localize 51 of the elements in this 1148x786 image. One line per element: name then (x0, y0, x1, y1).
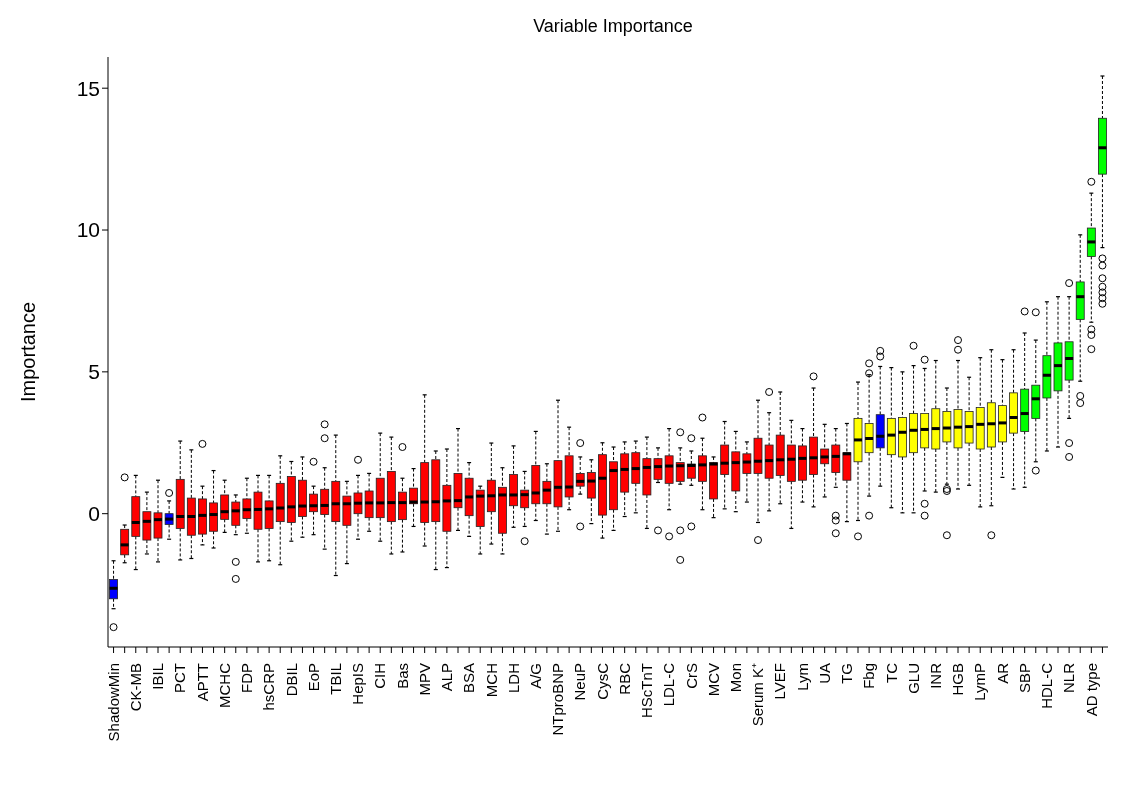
x-tick-label: ALP (438, 663, 456, 692)
x-tick-label: Bas (393, 663, 411, 689)
x-tick-label: GLU (904, 663, 922, 694)
x-tick-label: INR (927, 662, 945, 689)
x-tick-label: CysC (593, 662, 611, 700)
x-tick-label: CK-MB (127, 663, 145, 712)
x-tick-label: DBIL (282, 663, 300, 697)
x-tick-label: AR (993, 662, 1011, 684)
x-tick-label: UA (815, 663, 833, 684)
y-tick-label: 15 (76, 76, 100, 100)
x-tick-label: TBIL (327, 663, 345, 695)
x-tick-label: Lym (793, 663, 811, 691)
x-tick-label: APTT (193, 663, 211, 702)
x-tick-label: Fbg (860, 663, 878, 689)
x-tick-label: CIH (371, 663, 389, 689)
x-tick-label: HScTnT (638, 663, 656, 719)
x-tick-label: TC (882, 662, 900, 683)
x-tick-label: BSA (460, 663, 478, 694)
x-tick-label: Serum K⁺ (749, 663, 767, 727)
x-tick-label: CrS (682, 663, 700, 689)
x-tick-label: hsCRP (260, 663, 278, 711)
x-tick-label: PCT (171, 663, 189, 693)
x-tick-label: NeuP (571, 663, 589, 701)
x-tick-label: IBIL (149, 663, 167, 690)
x-tick-label: HepIS (349, 663, 367, 705)
x-tick-label: FDP (238, 663, 256, 693)
x-tick-label: ShadowMin (104, 663, 122, 742)
y-tick-label: 10 (76, 218, 100, 242)
y-tick-label: 5 (88, 360, 100, 384)
x-tick-label: HDL-C (1038, 662, 1056, 709)
x-tick-label: EoP (304, 663, 322, 692)
x-tick-label: MCV (704, 663, 722, 697)
x-tick-label: LDL-C (660, 662, 678, 707)
x-tick-label: RBC (615, 662, 633, 695)
x-tick-label: LDH (504, 663, 522, 694)
y-axis-title: Importance (17, 301, 40, 403)
x-tick-label: HGB (949, 663, 967, 696)
x-tick-label: A/G (527, 663, 545, 689)
x-tick-label: MCH (482, 663, 500, 698)
x-tick-label: SBP (1015, 663, 1033, 694)
y-tick-label: 0 (88, 502, 100, 526)
x-tick-label: TG (838, 663, 856, 684)
x-tick-label: LymP (971, 663, 989, 701)
x-tick-label: MCHC (215, 662, 233, 708)
x-tick-label: NTproBNP (549, 663, 567, 736)
x-tick-label: NLR (1060, 662, 1078, 694)
x-tick-label: MPV (415, 663, 433, 696)
chart-title: Variable Importance (532, 15, 694, 37)
x-tick-label: AD type (1082, 663, 1100, 717)
x-tick-label: LVEF (771, 663, 789, 700)
x-tick-label: Mon (727, 663, 745, 693)
